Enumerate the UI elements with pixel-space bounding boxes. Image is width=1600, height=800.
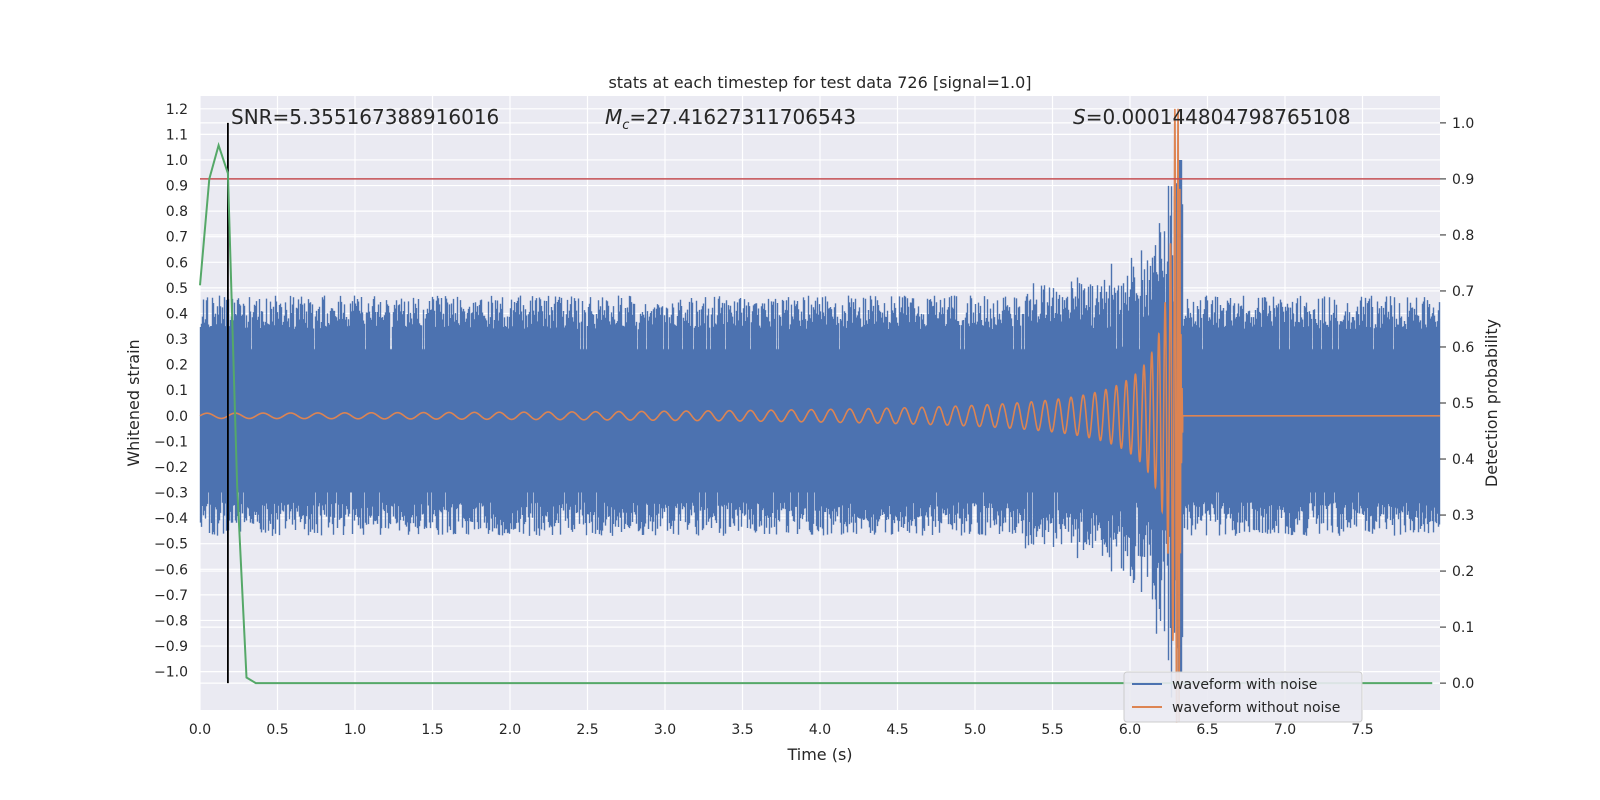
x-axis-ticks: 0.0 0.5 1.0 1.5 2.0 2.5 3.0 3.5 4.0 4.5 5.0 5.5 6.0 6… xyxy=(189,722,1374,738)
y-left-tick-label: 0.0 xyxy=(166,409,188,425)
y-right-tick-label: 0.0 xyxy=(1452,676,1474,692)
y-right-tick-label: 0.9 xyxy=(1452,172,1474,188)
chirp-line xyxy=(199,108,1440,723)
series-detection-probability xyxy=(199,141,1433,685)
x-tick-label: 4.0 xyxy=(809,722,831,738)
y-right-tick-label: 0.4 xyxy=(1452,452,1474,468)
y-left-tick-label: 0.3 xyxy=(166,332,188,348)
y-left-tick-label: 1.2 xyxy=(166,102,188,118)
y-left-tick-label: −1.0 xyxy=(154,665,188,681)
y-right-tick-label: 0.6 xyxy=(1452,340,1474,356)
y-right-tick-label: 0.1 xyxy=(1452,620,1474,636)
y-right-tick-label: 0.8 xyxy=(1452,228,1474,244)
y-left-tick-label: −0.8 xyxy=(154,613,188,629)
x-tick-label: 4.5 xyxy=(886,722,908,738)
y-left-tick-label: 0.6 xyxy=(166,255,188,271)
legend: waveform with noise waveform without noi… xyxy=(1123,671,1363,723)
mc-annotation: Mc=27.41627311706543 xyxy=(605,105,856,133)
y-right-tick-label: 0.5 xyxy=(1452,396,1474,412)
y-left-tick-label: 0.9 xyxy=(166,179,188,195)
x-tick-label: 2.5 xyxy=(576,722,598,738)
y-left-tick-label: −0.4 xyxy=(154,511,188,527)
y-right-axis-ticks: 1.0 0.9 0.8 0.7 0.6 0.5 0.4 0.3 0.2 0.1 0.0 xyxy=(1440,116,1474,692)
x-tick-label: 0.5 xyxy=(266,722,288,738)
x-tick-label: 0.0 xyxy=(189,722,211,738)
series-waveform-without-noise xyxy=(199,108,1440,723)
y-left-tick-label: 0.8 xyxy=(166,204,188,220)
x-tick-label: 6.5 xyxy=(1196,722,1218,738)
y-left-tick-label: −0.9 xyxy=(154,639,188,655)
y-right-tick-label: 0.7 xyxy=(1452,284,1474,300)
y-right-tick-label: 0.2 xyxy=(1452,564,1474,580)
y-left-tick-label: −0.6 xyxy=(154,562,188,578)
y-left-axis-label: Whitened strain xyxy=(124,339,143,466)
x-tick-label: 7.0 xyxy=(1274,722,1296,738)
y-left-tick-label: −0.1 xyxy=(154,434,188,450)
x-tick-label: 3.0 xyxy=(654,722,676,738)
x-tick-label: 7.5 xyxy=(1351,722,1373,738)
legend-box xyxy=(1123,671,1363,723)
y-right-tick-label: 0.3 xyxy=(1452,508,1474,524)
y-right-tick-label: 1.0 xyxy=(1452,116,1474,132)
legend-label-noise: waveform with noise xyxy=(1172,677,1317,693)
s-annotation: S=0.000144804798765108 xyxy=(1073,105,1351,129)
y-left-tick-label: 0.5 xyxy=(166,281,188,297)
y-left-tick-label: 0.1 xyxy=(166,383,188,399)
legend-label-clean: waveform without noise xyxy=(1172,700,1340,716)
x-tick-label: 5.5 xyxy=(1041,722,1063,738)
probability-line xyxy=(199,141,1433,685)
x-tick-label: 3.5 xyxy=(731,722,753,738)
y-left-tick-label: 0.4 xyxy=(166,306,188,322)
y-left-axis-ticks: 1.2 1.1 1.0 0.9 0.8 0.7 0.6 0.5 0.4 0.3 0.2 0.1 0.0 −… xyxy=(154,102,188,681)
x-axis-label: Time (s) xyxy=(786,745,852,764)
x-tick-label: 1.5 xyxy=(421,722,443,738)
y-left-tick-label: −0.3 xyxy=(154,486,188,502)
y-left-tick-label: 0.7 xyxy=(166,230,188,246)
y-left-tick-label: −0.5 xyxy=(154,537,188,553)
y-left-tick-label: −0.2 xyxy=(154,460,188,476)
y-right-axis-label: Detection probability xyxy=(1482,319,1501,487)
y-left-tick-label: 1.1 xyxy=(166,127,188,143)
y-left-tick-label: −0.7 xyxy=(154,588,188,604)
y-left-tick-label: 0.2 xyxy=(166,358,188,374)
x-tick-label: 6.0 xyxy=(1119,722,1141,738)
x-tick-label: 1.0 xyxy=(344,722,366,738)
snr-annotation: SNR=5.355167388916016 xyxy=(231,105,499,129)
x-tick-label: 2.0 xyxy=(499,722,521,738)
chart-title: stats at each timestep for test data 726… xyxy=(608,73,1031,92)
y-left-tick-label: 1.0 xyxy=(166,153,188,169)
x-tick-label: 5.0 xyxy=(964,722,986,738)
